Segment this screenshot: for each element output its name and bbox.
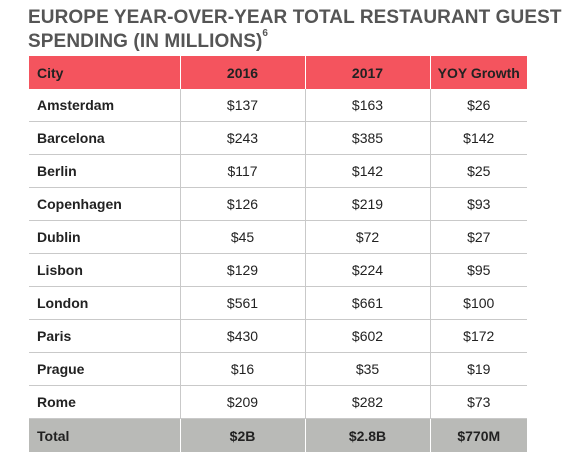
city-cell: Dublin [29,220,181,254]
value-2017-cell: $661 [305,286,431,320]
header-2017: 2017 [305,56,431,89]
growth-cell: $93 [430,187,527,221]
table-header: City 2016 2017 YOY Growth [29,56,527,89]
value-2017-cell: $35 [305,352,431,386]
table-row: Lisbon $129 $224 $95 [29,253,527,287]
header-city: City [29,56,181,89]
growth-cell: $100 [430,286,527,320]
value-2017-cell: $282 [305,385,431,419]
city-cell: Amsterdam [29,89,181,122]
table-row: Prague $16 $35 $19 [29,352,527,386]
footnote-marker: 6 [262,27,269,39]
city-cell: Berlin [29,154,181,188]
city-cell: Prague [29,352,181,386]
header-yoy-growth: YOY Growth [430,56,527,89]
value-2016-cell: $16 [180,352,306,386]
city-cell: Lisbon [29,253,181,287]
value-2017-cell: $224 [305,253,431,287]
city-cell: London [29,286,181,320]
total-label: Total [29,418,181,452]
growth-cell: $95 [430,253,527,287]
total-2016: $2B [180,418,306,452]
value-2017-cell: $163 [305,89,431,122]
document-title: EUROPE YEAR-OVER-YEAR TOTAL RESTAURANT G… [28,6,568,54]
value-2016-cell: $243 [180,121,306,155]
table-body: Amsterdam $137 $163 $26 Barcelona $243 $… [29,89,527,419]
growth-cell: $25 [430,154,527,188]
total-growth: $770M [430,418,527,452]
value-2016-cell: $45 [180,220,306,254]
growth-cell: $73 [430,385,527,419]
value-2017-cell: $385 [305,121,431,155]
growth-cell: $27 [430,220,527,254]
value-2016-cell: $430 [180,319,306,353]
header-row: City 2016 2017 YOY Growth [29,56,527,89]
value-2016-cell: $117 [180,154,306,188]
header-2016: 2016 [180,56,306,89]
table-row: London $561 $661 $100 [29,286,527,320]
city-cell: Copenhagen [29,187,181,221]
title-text: EUROPE YEAR-OVER-YEAR TOTAL RESTAURANT G… [28,7,562,52]
city-cell: Rome [29,385,181,419]
table-footer: Total $2B $2.8B $770M [29,418,527,452]
value-2016-cell: $126 [180,187,306,221]
table-row: Barcelona $243 $385 $142 [29,121,527,155]
value-2017-cell: $142 [305,154,431,188]
total-row: Total $2B $2.8B $770M [29,418,527,452]
growth-cell: $172 [430,319,527,353]
total-2017: $2.8B [305,418,431,452]
value-2016-cell: $209 [180,385,306,419]
city-cell: Paris [29,319,181,353]
value-2017-cell: $602 [305,319,431,353]
growth-cell: $19 [430,352,527,386]
table-row: Dublin $45 $72 $27 [29,220,527,254]
table-row: Paris $430 $602 $172 [29,319,527,353]
value-2017-cell: $219 [305,187,431,221]
growth-cell: $26 [430,89,527,122]
table-row: Amsterdam $137 $163 $26 [29,89,527,122]
value-2016-cell: $561 [180,286,306,320]
growth-cell: $142 [430,121,527,155]
value-2016-cell: $137 [180,89,306,122]
value-2016-cell: $129 [180,253,306,287]
table-row: Rome $209 $282 $73 [29,385,527,419]
city-cell: Barcelona [29,121,181,155]
table-row: Berlin $117 $142 $25 [29,154,527,188]
spending-table: City 2016 2017 YOY Growth Amsterdam $137… [29,56,527,452]
value-2017-cell: $72 [305,220,431,254]
table-row: Copenhagen $126 $219 $93 [29,187,527,221]
